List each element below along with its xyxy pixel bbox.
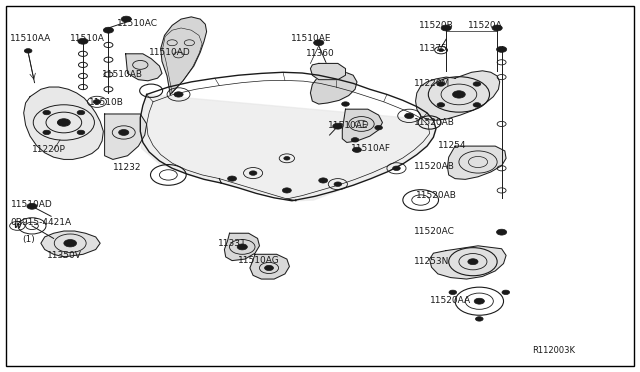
Text: 11220M: 11220M xyxy=(414,79,451,88)
Circle shape xyxy=(393,166,400,170)
Circle shape xyxy=(27,203,37,209)
Text: 11510AD: 11510AD xyxy=(149,48,191,57)
Text: 11510AD: 11510AD xyxy=(11,200,52,209)
Circle shape xyxy=(319,178,328,183)
Text: 11510B: 11510B xyxy=(90,99,124,108)
Polygon shape xyxy=(161,17,207,94)
Text: 11220P: 11220P xyxy=(32,145,66,154)
Circle shape xyxy=(375,125,383,130)
Circle shape xyxy=(353,147,362,153)
Circle shape xyxy=(43,110,51,115)
Text: R112003K: R112003K xyxy=(532,346,575,355)
Text: 11520B: 11520B xyxy=(419,21,454,30)
Text: 0B915-4421A: 0B915-4421A xyxy=(10,218,72,227)
Text: 11520AC: 11520AC xyxy=(414,227,455,235)
Text: 11331: 11331 xyxy=(218,239,247,248)
Polygon shape xyxy=(415,71,500,120)
Circle shape xyxy=(58,119,70,126)
Circle shape xyxy=(438,49,444,52)
Text: (1): (1) xyxy=(22,235,35,244)
Circle shape xyxy=(249,171,257,175)
Circle shape xyxy=(93,100,100,104)
Polygon shape xyxy=(24,87,103,160)
Circle shape xyxy=(497,229,507,235)
Circle shape xyxy=(476,317,483,321)
Circle shape xyxy=(264,265,273,270)
Polygon shape xyxy=(310,63,346,80)
Text: 11510AB: 11510AB xyxy=(102,70,143,79)
Text: 11510AF: 11510AF xyxy=(351,144,390,153)
Circle shape xyxy=(351,138,359,142)
Polygon shape xyxy=(250,254,289,279)
Polygon shape xyxy=(104,114,147,160)
Circle shape xyxy=(342,102,349,106)
Text: 11510AG: 11510AG xyxy=(239,256,280,265)
Circle shape xyxy=(228,176,237,181)
Circle shape xyxy=(404,113,414,119)
Text: 11510AE: 11510AE xyxy=(291,34,332,43)
Text: 11510AE: 11510AE xyxy=(328,121,368,129)
Text: 11520AA: 11520AA xyxy=(429,296,471,305)
Text: 11520A: 11520A xyxy=(468,21,502,30)
Polygon shape xyxy=(429,246,506,279)
Circle shape xyxy=(492,25,502,31)
Polygon shape xyxy=(140,94,436,201)
Text: W: W xyxy=(13,223,21,229)
Circle shape xyxy=(78,38,88,44)
Text: 11520AB: 11520AB xyxy=(415,191,456,200)
Polygon shape xyxy=(41,231,100,257)
Circle shape xyxy=(174,92,183,97)
Circle shape xyxy=(441,25,451,31)
Polygon shape xyxy=(125,54,162,81)
Circle shape xyxy=(237,244,247,250)
Circle shape xyxy=(437,103,445,107)
Circle shape xyxy=(474,298,484,304)
Circle shape xyxy=(334,182,342,186)
Text: 11510A: 11510A xyxy=(70,34,105,43)
Circle shape xyxy=(437,82,445,86)
Circle shape xyxy=(497,46,507,52)
Circle shape xyxy=(502,290,509,295)
Circle shape xyxy=(284,157,290,160)
Text: 11510AC: 11510AC xyxy=(117,19,158,28)
Circle shape xyxy=(43,130,51,135)
Circle shape xyxy=(24,49,32,53)
Text: 11520AB: 11520AB xyxy=(414,162,455,171)
Polygon shape xyxy=(447,146,506,179)
Text: 11232: 11232 xyxy=(113,163,141,172)
Circle shape xyxy=(121,16,131,22)
Circle shape xyxy=(282,188,291,193)
Circle shape xyxy=(333,123,343,129)
Circle shape xyxy=(452,91,465,98)
Text: 11254: 11254 xyxy=(438,141,467,150)
Circle shape xyxy=(77,130,84,135)
Circle shape xyxy=(118,129,129,135)
Circle shape xyxy=(314,40,324,46)
Polygon shape xyxy=(342,109,383,142)
Text: 11360: 11360 xyxy=(306,49,335,58)
Circle shape xyxy=(103,27,113,33)
Circle shape xyxy=(77,110,84,115)
Circle shape xyxy=(473,82,481,86)
Polygon shape xyxy=(310,72,357,104)
Polygon shape xyxy=(225,233,259,260)
Circle shape xyxy=(468,259,478,264)
Text: 11520AB: 11520AB xyxy=(414,118,455,127)
Text: 11375: 11375 xyxy=(419,44,447,53)
Text: 11350V: 11350V xyxy=(47,251,82,260)
Circle shape xyxy=(449,290,457,295)
Text: 11510AA: 11510AA xyxy=(10,34,52,43)
Circle shape xyxy=(64,240,77,247)
Text: 11253N: 11253N xyxy=(414,257,450,266)
Circle shape xyxy=(473,103,481,107)
